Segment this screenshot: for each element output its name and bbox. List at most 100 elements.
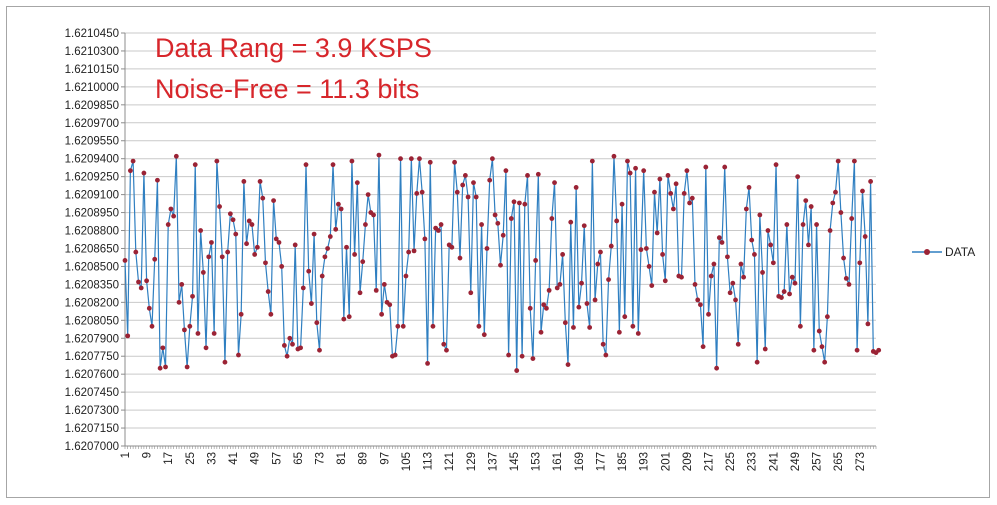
data-point xyxy=(584,301,590,306)
data-point xyxy=(527,305,533,311)
data-point xyxy=(781,289,787,294)
data-point xyxy=(600,341,606,347)
x-tick-label: 153 xyxy=(531,452,543,471)
data-point xyxy=(544,305,549,311)
data-point xyxy=(589,158,595,164)
y-tick-label: 1.6208200 xyxy=(65,297,119,309)
data-point xyxy=(392,352,398,358)
data-point xyxy=(554,285,560,291)
data-point xyxy=(746,185,752,190)
data-point xyxy=(862,234,868,239)
data-point xyxy=(217,204,222,209)
y-tick-label: 1.6209700 xyxy=(65,118,119,130)
data-point xyxy=(400,323,406,329)
data-point xyxy=(522,201,528,207)
data-point xyxy=(538,329,544,335)
data-point xyxy=(568,219,574,225)
data-point xyxy=(333,226,339,232)
data-point xyxy=(155,177,160,183)
y-tick-label: 1.6210300 xyxy=(65,46,119,58)
data-point xyxy=(608,243,614,249)
y-tick-label: 1.6207600 xyxy=(65,369,119,381)
x-tick-label: 137 xyxy=(487,452,499,471)
data-point xyxy=(173,153,179,159)
x-tick-label: 185 xyxy=(617,452,629,471)
data-point xyxy=(406,249,412,255)
data-point xyxy=(182,327,187,333)
data-point xyxy=(789,274,795,280)
data-point xyxy=(411,248,417,254)
y-tick-label: 1.6207300 xyxy=(65,405,119,417)
data-point xyxy=(417,156,422,162)
data-point xyxy=(838,210,844,215)
data-point xyxy=(233,231,239,237)
data-point xyxy=(152,256,158,262)
data-point xyxy=(257,179,263,184)
annotation-data-rate: Data Rang = 3.9 KSPS xyxy=(155,33,432,63)
data-point xyxy=(198,228,204,233)
x-tick-label: 57 xyxy=(271,452,283,465)
data-point xyxy=(222,359,228,365)
data-point xyxy=(765,228,771,233)
data-point xyxy=(670,206,676,212)
data-point xyxy=(827,228,833,233)
data-point xyxy=(668,191,674,196)
data-point xyxy=(344,244,349,250)
x-tick-label: 265 xyxy=(833,452,845,471)
data-point xyxy=(398,156,403,162)
data-point xyxy=(708,273,714,279)
data-point xyxy=(722,164,728,170)
x-tick-label: 209 xyxy=(682,452,694,471)
data-point xyxy=(633,165,638,171)
data-point xyxy=(849,216,855,221)
data-point xyxy=(246,218,252,224)
data-point xyxy=(471,180,476,186)
data-point xyxy=(622,314,628,320)
data-point xyxy=(149,323,155,329)
data-point xyxy=(144,278,150,284)
data-point xyxy=(425,361,430,366)
data-point xyxy=(762,346,768,352)
data-point xyxy=(733,297,738,303)
data-point xyxy=(725,254,730,260)
data-point xyxy=(841,255,846,261)
data-point xyxy=(273,236,279,242)
data-point xyxy=(803,198,809,203)
data-point xyxy=(503,168,509,174)
data-point xyxy=(219,254,225,260)
data-point xyxy=(571,325,576,330)
data-point xyxy=(122,258,128,263)
data-point xyxy=(317,347,322,353)
x-tick-label: 89 xyxy=(358,452,370,465)
data-point xyxy=(263,260,268,266)
data-point xyxy=(157,365,163,371)
data-point xyxy=(422,236,428,242)
data-point xyxy=(284,353,290,359)
data-point xyxy=(138,285,144,291)
data-point xyxy=(616,329,622,335)
data-point xyxy=(206,254,212,260)
data-point xyxy=(190,293,195,299)
data-point xyxy=(352,252,358,257)
data-point xyxy=(816,328,822,334)
data-point xyxy=(511,199,517,205)
data-point xyxy=(606,277,611,282)
data-point xyxy=(438,222,444,227)
data-point xyxy=(752,252,757,257)
x-tick-label: 241 xyxy=(768,452,780,471)
data-point xyxy=(876,347,882,353)
data-point xyxy=(495,220,501,226)
data-point xyxy=(643,246,649,251)
data-point xyxy=(757,212,763,218)
series-markers xyxy=(122,152,882,373)
data-point xyxy=(517,200,522,206)
data-point xyxy=(230,217,236,223)
data-point xyxy=(484,246,490,251)
y-tick-label: 1.6210000 xyxy=(65,82,119,94)
data-point xyxy=(249,222,255,227)
data-point xyxy=(452,159,457,165)
data-point xyxy=(800,222,806,227)
data-point xyxy=(160,345,166,351)
x-tick-label: 1 xyxy=(120,452,132,458)
data-point xyxy=(665,173,671,178)
